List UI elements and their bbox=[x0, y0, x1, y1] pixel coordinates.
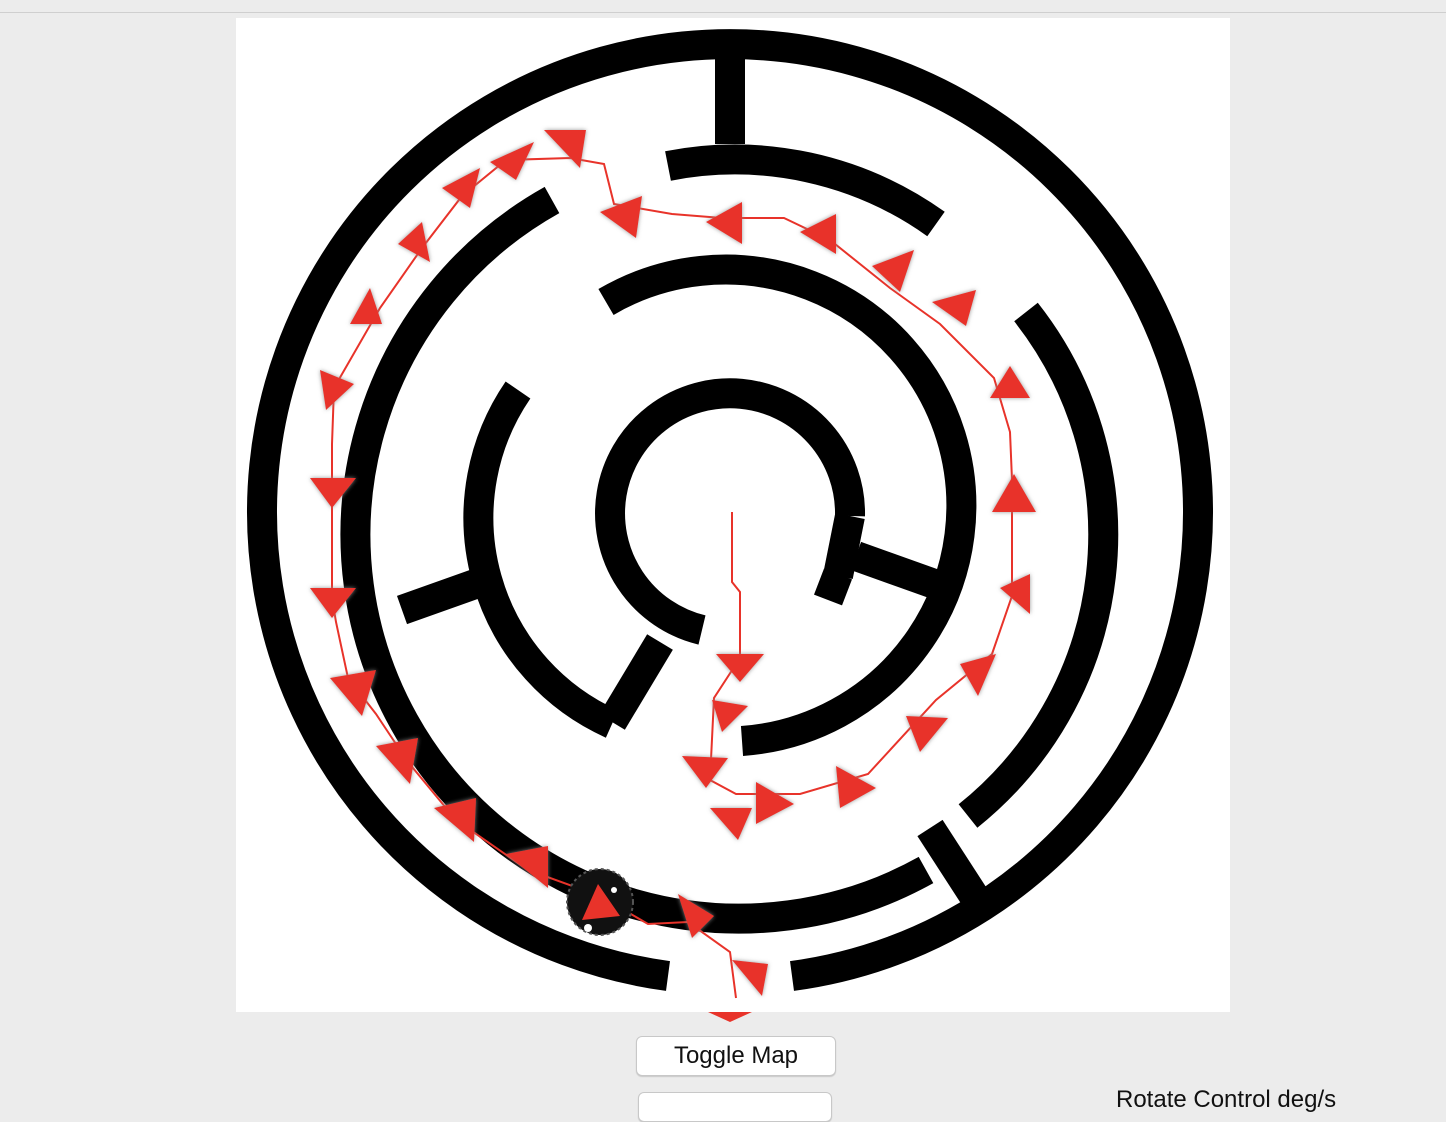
path-arrow bbox=[600, 196, 642, 238]
path-arrow bbox=[434, 798, 476, 842]
path-arrows bbox=[310, 130, 1036, 996]
path-arrow bbox=[710, 808, 752, 840]
path-arrow bbox=[732, 960, 768, 996]
secondary-control-button[interactable] bbox=[638, 1092, 832, 1122]
path-arrow bbox=[960, 654, 996, 696]
center-stub-wall bbox=[813, 568, 853, 606]
toggle-map-button[interactable]: Toggle Map bbox=[636, 1036, 836, 1076]
maze-canvas[interactable] bbox=[236, 18, 1230, 1012]
path-arrow bbox=[932, 290, 976, 326]
path-arrow bbox=[506, 846, 548, 888]
outer-ring-wall bbox=[247, 29, 1213, 991]
center-tail-wall bbox=[823, 513, 865, 579]
path-arrow bbox=[376, 738, 418, 784]
path-arrow bbox=[398, 222, 430, 262]
second-ring-wall-b bbox=[340, 186, 934, 934]
maze-view bbox=[247, 29, 1213, 999]
path-arrow bbox=[906, 716, 948, 752]
path-arrow bbox=[800, 214, 836, 254]
path-arrow bbox=[490, 142, 534, 180]
second-ring-wall-a bbox=[665, 144, 945, 237]
path-arrow bbox=[330, 670, 376, 716]
inner-arc-wall bbox=[463, 381, 619, 738]
window-top-strip bbox=[0, 0, 1446, 13]
robot-agent-icon bbox=[566, 868, 634, 936]
path-arrow bbox=[992, 474, 1036, 512]
path-arrow bbox=[836, 766, 876, 808]
path-arrow bbox=[320, 370, 354, 410]
path-arrow bbox=[442, 168, 480, 208]
path-arrow bbox=[310, 588, 356, 618]
path-arrow bbox=[872, 250, 914, 292]
path-arrow bbox=[716, 654, 764, 682]
path-arrow bbox=[544, 130, 586, 168]
spoke-lower-right-wall bbox=[917, 819, 987, 905]
spoke-inner-diagonal-wall bbox=[599, 634, 673, 730]
path-arrow bbox=[712, 700, 748, 732]
path-arrow bbox=[310, 478, 356, 508]
second-ring-wall-c bbox=[958, 302, 1119, 828]
path-arrow bbox=[756, 782, 794, 824]
path-arrow bbox=[990, 366, 1030, 398]
rotate-control-label: Rotate Control deg/s bbox=[1116, 1086, 1337, 1113]
center-ring-wall bbox=[595, 378, 866, 645]
third-ring-wall-a bbox=[598, 254, 977, 756]
path-arrow bbox=[350, 288, 382, 324]
path-arrow bbox=[1000, 574, 1030, 614]
path-arrow bbox=[706, 202, 742, 244]
path-arrow bbox=[678, 894, 714, 938]
path-arrow bbox=[682, 756, 728, 788]
maze-walls bbox=[247, 29, 1213, 991]
spoke-right-wall bbox=[850, 541, 946, 601]
